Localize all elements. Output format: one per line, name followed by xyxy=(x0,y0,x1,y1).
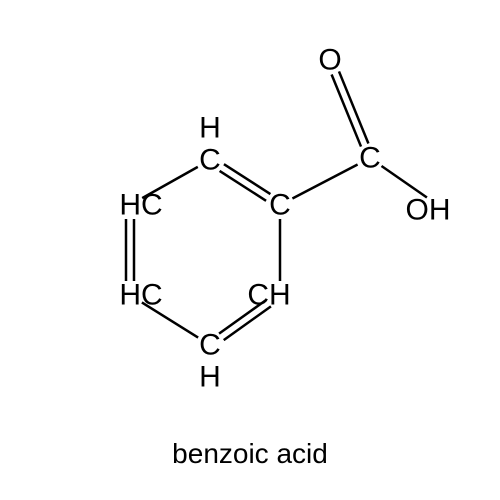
atom-C5: C xyxy=(199,329,221,362)
atom-C3-with-H: HC xyxy=(119,189,162,222)
atom-H2: H xyxy=(199,112,221,145)
atom-O1: O xyxy=(318,44,341,77)
bond-line xyxy=(339,71,368,143)
atom-O2: OH xyxy=(406,194,451,227)
atom-C1: C xyxy=(269,189,291,222)
atom-C2: C xyxy=(199,144,221,177)
atom-C7: C xyxy=(359,142,381,175)
molecule-diagram: C C C C O OH H H HC HC CH xyxy=(0,0,500,500)
atom-H5: H xyxy=(199,361,221,394)
bond-line xyxy=(332,74,361,146)
atom-C4-with-H: HC xyxy=(119,279,162,312)
atom-C6-with-H: CH xyxy=(247,279,290,312)
molecule-caption: benzoic acid xyxy=(0,438,500,470)
bond-line xyxy=(292,164,357,198)
